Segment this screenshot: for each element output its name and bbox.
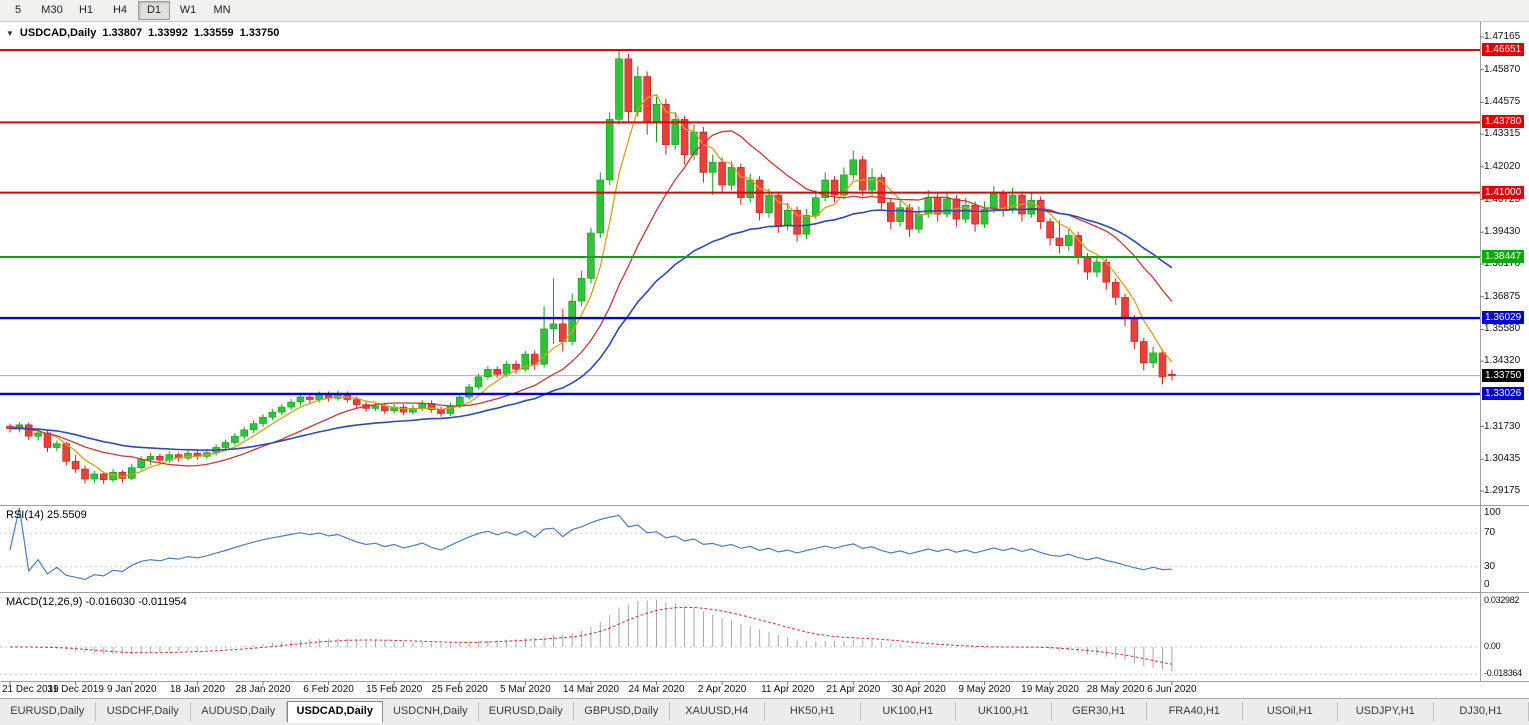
price-level-badge: 1.46651	[1482, 42, 1525, 56]
date-axis-label: 31 Dec 2019	[47, 684, 104, 695]
chart-tab-eurusd-daily-0[interactable]: EURUSD,Daily	[0, 702, 96, 721]
price-axis-label: 1.34320	[1484, 355, 1521, 367]
date-axis[interactable]: 21 Dec 2019 31 Dec 2019 9 Jan 2020 18 Jan 2…	[0, 684, 1480, 700]
price-axis-label: 1.39430	[1484, 226, 1521, 238]
chart-tab-dj30-h1-15[interactable]: DJ30,H1	[1434, 702, 1529, 721]
price-axis-label: 1.29175	[1484, 485, 1521, 497]
timeframe-toolbar: 5 M30 H1 H4 D1 W1 MN	[0, 0, 1529, 22]
chart-tab-usoil-h1-13[interactable]: USOil,H1	[1243, 702, 1338, 721]
price-axis-label: 1.36875	[1484, 290, 1521, 302]
rsi-indicator-label: RSI(14) 25.5509	[6, 509, 87, 521]
price-level-badge: 1.41000	[1482, 185, 1525, 199]
price-axis-label: 1.30435	[1484, 453, 1521, 465]
price-axis-label: 1.31730	[1484, 420, 1521, 432]
price-axis-label: 1.42020	[1484, 160, 1521, 172]
price-level-badge: 1.38447	[1482, 250, 1525, 264]
price-axis-label: 1.44575	[1484, 96, 1521, 108]
rsi-axis-label: 70	[1484, 527, 1496, 539]
date-axis-label: 18 Jan 2020	[169, 684, 225, 695]
chart-tab-hk50-h1-8[interactable]: HK50,H1	[765, 702, 861, 721]
chart-tab-ger30-h1-11[interactable]: GER30,H1	[1052, 702, 1147, 721]
current-price-badge: 1.33750	[1482, 368, 1525, 382]
price-axis[interactable]: 1.47165 1.45870 1.44575 1.43315 1.42020 1.407…	[1482, 22, 1529, 681]
date-axis-label: 2 Apr 2020	[697, 684, 747, 695]
rsi-layer	[0, 507, 1480, 581]
price-axis-label: 1.45870	[1484, 63, 1521, 75]
date-axis-label: 28 Jan 2020	[235, 684, 291, 695]
rsi-axis-label: 30	[1484, 560, 1496, 572]
price-axis-label: 1.35580	[1484, 323, 1521, 335]
timeframe-button-h4[interactable]: H4	[112, 4, 128, 16]
date-axis-label: 30 Apr 2020	[891, 684, 946, 695]
timeframe-button-m30[interactable]: M30	[41, 4, 63, 16]
candles-layer	[6, 49, 1176, 485]
price-axis-label: 1.43315	[1484, 128, 1521, 140]
chart-tab-uk100-h1-10[interactable]: UK100,H1	[956, 702, 1052, 721]
ohlc-high: 1.33992	[148, 27, 188, 39]
chart-tab-bar: EURUSD,Daily USDCHF,Daily AUDUSD,Daily USDC…	[0, 698, 1529, 725]
ohlc-open: 1.33807	[102, 27, 143, 39]
price-level-badge: 1.43780	[1482, 115, 1525, 129]
ohlc-low: 1.33559	[193, 27, 234, 39]
macd-layer	[0, 597, 1480, 675]
chart-region[interactable]: ▼ USDCAD,Daily 1.33807 1.33992 1.33559 1…	[0, 22, 1529, 698]
date-axis-label: 19 May 2020	[1021, 684, 1079, 695]
macd-signal-line	[10, 606, 1172, 665]
timeframe-button-w1[interactable]: W1	[179, 4, 197, 16]
date-axis-label: 14 Mar 2020	[562, 684, 620, 695]
date-axis-label: 6 Feb 2020	[303, 684, 354, 695]
timeframe-button-mn[interactable]: MN	[213, 4, 231, 16]
chart-tab-uk100-h1-9[interactable]: UK100,H1	[861, 702, 956, 721]
date-axis-label: 11 Apr 2020	[761, 684, 815, 695]
price-axis-label: 1.38170	[1484, 258, 1521, 270]
chart-tab-fra40-h1-12[interactable]: FRA40,H1	[1147, 702, 1243, 721]
date-axis-label: 9 Jan 2020	[107, 684, 157, 695]
timeframe-button-h1[interactable]: H1	[78, 4, 94, 16]
macd-axis-label: -0.018364	[1484, 668, 1522, 679]
date-axis-label: 28 May 2020	[1086, 684, 1145, 695]
price-level-badge: 1.36029	[1482, 311, 1525, 325]
chart-tab-usdcad-daily-3[interactable]: USDCAD,Daily	[286, 701, 383, 723]
date-axis-label: 24 Mar 2020	[628, 684, 685, 695]
chart-tab-usdchf-daily-1[interactable]: USDCHF,Daily	[96, 702, 191, 721]
macd-indicator-label: MACD(12,26,9) -0.016030 -0.011954	[6, 596, 187, 608]
sr-levels-layer	[0, 49, 1480, 396]
date-axis-label: 25 Feb 2020	[431, 684, 488, 695]
date-axis-label: 9 May 2020	[958, 684, 1011, 695]
date-axis-label: 5 Mar 2020	[500, 684, 551, 695]
ma-14-line	[9, 130, 1173, 467]
symbol-name: USDCAD,Daily	[19, 27, 97, 39]
date-axis-label: 15 Feb 2020	[366, 684, 423, 695]
ohlc-close: 1.33750	[239, 27, 280, 39]
ma-5-line	[9, 93, 1173, 478]
macd-axis-label: 0.00	[1484, 641, 1501, 651]
separators-layer	[0, 22, 1529, 685]
rsi-line	[9, 507, 1172, 581]
ma-34-line	[9, 208, 1173, 452]
chart-tab-gbpusd-daily-6[interactable]: GBPUSD,Daily	[574, 702, 670, 721]
date-axis-label: 21 Dec 2019	[2, 684, 59, 695]
chart-symbol-title: ▼ USDCAD,Daily 1.33807 1.33992 1.33559 1…	[6, 27, 279, 39]
timeframe-button-d1[interactable]: D1	[138, 1, 170, 20]
rsi-axis-label: 100	[1484, 507, 1501, 518]
moving-averages-layer	[9, 93, 1173, 478]
chart-tab-eurusd-daily-5[interactable]: EURUSD,Daily	[479, 702, 574, 721]
symbol-dropdown-icon[interactable]: ▼	[6, 28, 14, 38]
price-axis-label: 1.47165	[1484, 31, 1521, 42]
timeframe-button-5[interactable]: 5	[14, 4, 22, 16]
chart-tab-audusd-daily-2[interactable]: AUDUSD,Daily	[191, 702, 287, 721]
price-chart-canvas[interactable]	[0, 22, 1529, 698]
chart-tab-usdcnh-daily-4[interactable]: USDCNH,Daily	[383, 702, 479, 721]
macd-axis-label: 0.032982	[1484, 595, 1520, 605]
rsi-axis-label: 0	[1484, 579, 1490, 590]
price-level-badge: 1.33026	[1482, 386, 1525, 400]
chart-tab-xauusd-h4-7[interactable]: XAUUSD,H4	[670, 702, 765, 721]
date-axis-label: 6 Jun 2020	[1147, 684, 1197, 695]
chart-tab-usdjpy-h1-14[interactable]: USDJPY,H1	[1338, 702, 1434, 721]
date-axis-label: 21 Apr 2020	[826, 684, 881, 695]
price-axis-label: 1.40725	[1484, 193, 1521, 205]
